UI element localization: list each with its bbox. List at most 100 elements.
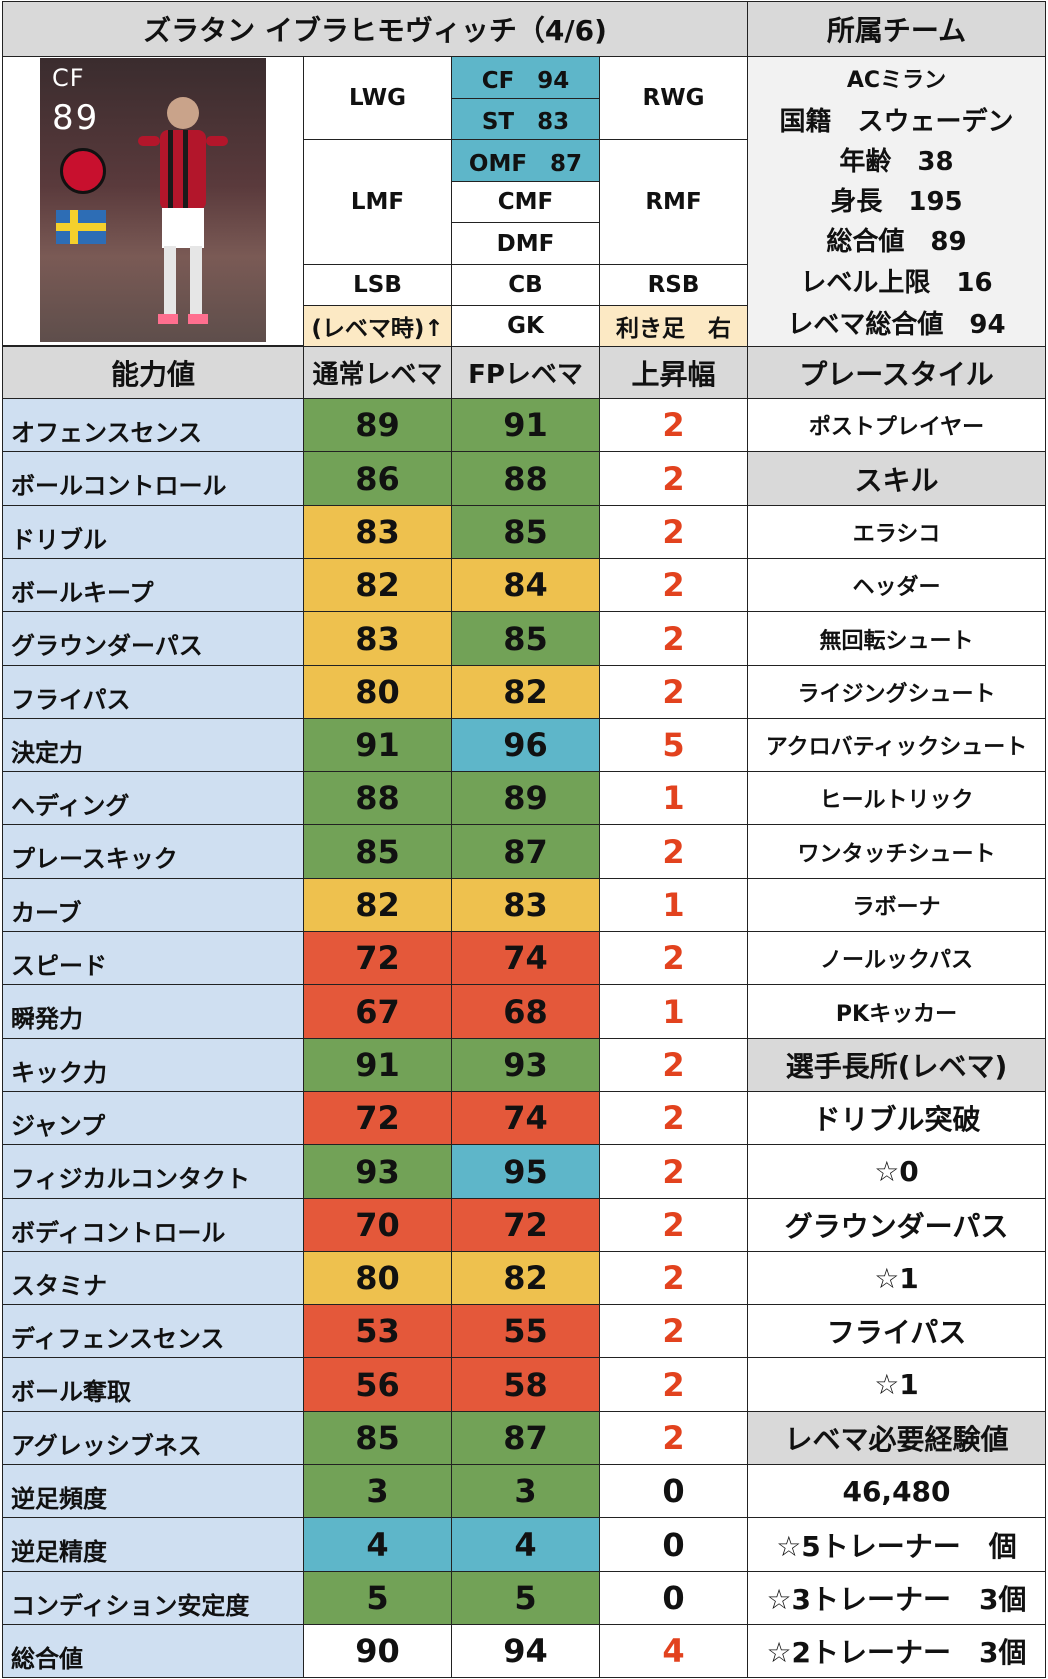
level-max-note: (レベマ時)↑ xyxy=(303,305,452,347)
right-column-entry: グラウンダーパス xyxy=(747,1198,1046,1252)
normal-header: 通常レベマ xyxy=(303,346,452,399)
stat-normal-value: 90 xyxy=(303,1624,452,1678)
increase-header: 上昇幅 xyxy=(599,346,748,399)
pos-rwg: RWG xyxy=(599,56,748,140)
stat-increase: 2 xyxy=(599,1198,748,1252)
right-column-entry: ☆2トレーナー 3個 xyxy=(747,1624,1046,1678)
stat-fp-value: 72 xyxy=(451,1198,600,1252)
stat-increase: 1 xyxy=(599,771,748,825)
club-crest-icon xyxy=(60,148,106,194)
right-column-entry: ☆1 xyxy=(747,1251,1046,1305)
stat-increase: 0 xyxy=(599,1464,748,1518)
stat-name: グラウンダーパス xyxy=(2,611,304,666)
right-column-entry: ポストプレイヤー xyxy=(747,398,1046,452)
stat-normal-value: 85 xyxy=(303,824,452,879)
stat-normal-value: 82 xyxy=(303,558,452,612)
right-column-entry: レベマ必要経験値 xyxy=(747,1411,1046,1465)
stat-normal-value: 93 xyxy=(303,1144,452,1199)
stat-fp-value: 84 xyxy=(451,558,600,612)
player-title: ズラタン イブラヒモヴィッチ（4/6) xyxy=(2,1,748,57)
stat-fp-value: 94 xyxy=(451,1624,600,1678)
stat-fp-value: 82 xyxy=(451,1251,600,1305)
stat-name: スピード xyxy=(2,931,304,985)
stat-increase: 1 xyxy=(599,878,748,932)
team-header: 所属チーム xyxy=(747,1,1046,57)
age: 年齢 38 xyxy=(839,146,954,177)
stat-normal-value: 80 xyxy=(303,1251,452,1305)
stat-name: カーブ xyxy=(2,878,304,932)
stat-name: 瞬発力 xyxy=(2,984,304,1039)
pos-lwg: LWG xyxy=(303,56,452,140)
right-column-entry: エラシコ xyxy=(747,505,1046,559)
right-column-entry: ワンタッチシュート xyxy=(747,824,1046,879)
fp-header: FPレベマ xyxy=(451,346,600,399)
stat-name: コンディション安定度 xyxy=(2,1571,304,1625)
pos-lmf: LMF xyxy=(303,139,452,265)
stat-name: アグレッシブネス xyxy=(2,1411,304,1465)
stat-fp-value: 58 xyxy=(451,1357,600,1412)
stat-name: オフェンスセンス xyxy=(2,398,304,452)
stat-name: フライパス xyxy=(2,665,304,719)
stat-name: スタミナ xyxy=(2,1251,304,1305)
right-column-entry: 46,480 xyxy=(747,1464,1046,1518)
stat-increase: 2 xyxy=(599,558,748,612)
stat-fp-value: 68 xyxy=(451,984,600,1039)
stat-name: 逆足頻度 xyxy=(2,1464,304,1518)
stat-increase: 2 xyxy=(599,665,748,719)
pos-dmf: DMF xyxy=(451,222,600,265)
stat-name: ボールコントロール xyxy=(2,451,304,506)
stat-name: 総合値 xyxy=(2,1624,304,1678)
right-column-entry: アクロバティックシュート xyxy=(747,718,1046,772)
stat-increase: 2 xyxy=(599,1411,748,1465)
stat-name: ヘディング xyxy=(2,771,304,825)
stat-fp-value: 88 xyxy=(451,451,600,506)
stat-increase: 2 xyxy=(599,1091,748,1145)
pos-lsb: LSB xyxy=(303,264,452,306)
stat-normal-value: 5 xyxy=(303,1571,452,1625)
right-column-entry: ☆5トレーナー 個 xyxy=(747,1517,1046,1572)
stat-normal-value: 3 xyxy=(303,1464,452,1518)
stat-name: フィジカルコンタクト xyxy=(2,1144,304,1199)
right-column-entry: PKキッカー xyxy=(747,984,1046,1039)
stat-normal-value: 85 xyxy=(303,1411,452,1465)
preferred-foot: 利き足 右 xyxy=(599,305,748,347)
level-cap: レベル上限 16 xyxy=(800,267,993,298)
right-column-entry: フライパス xyxy=(747,1304,1046,1358)
stat-name: ジャンプ xyxy=(2,1091,304,1145)
right-column-entry: ライジングシュート xyxy=(747,665,1046,719)
stat-normal-value: 83 xyxy=(303,505,452,559)
stat-fp-value: 74 xyxy=(451,1091,600,1145)
ability-header: 能力値 xyxy=(2,346,304,399)
stat-fp-value: 55 xyxy=(451,1304,600,1358)
stat-increase: 2 xyxy=(599,1251,748,1305)
stat-fp-value: 87 xyxy=(451,1411,600,1465)
right-column-entry: ☆0 xyxy=(747,1144,1046,1199)
stat-normal-value: 53 xyxy=(303,1304,452,1358)
right-column-entry: ☆1 xyxy=(747,1357,1046,1412)
sweden-flag-icon xyxy=(56,210,106,244)
pos-omf: OMF 87 xyxy=(451,139,600,182)
pos-st: ST 83 xyxy=(451,98,600,140)
stat-name: 決定力 xyxy=(2,718,304,772)
card-rating: 89 xyxy=(52,98,100,138)
stat-normal-value: 72 xyxy=(303,931,452,985)
right-column-entry: 無回転シュート xyxy=(747,611,1046,666)
stat-increase: 0 xyxy=(599,1571,748,1625)
stat-increase: 2 xyxy=(599,1144,748,1199)
stat-name: ボール奪取 xyxy=(2,1357,304,1412)
nationality: 国籍 スウェーデン xyxy=(779,106,1014,137)
stat-fp-value: 82 xyxy=(451,665,600,719)
stat-fp-value: 74 xyxy=(451,931,600,985)
stat-fp-value: 87 xyxy=(451,824,600,879)
pos-gk: GK xyxy=(451,305,600,347)
stat-fp-value: 85 xyxy=(451,505,600,559)
card-position: CF xyxy=(52,64,85,92)
stat-normal-value: 56 xyxy=(303,1357,452,1412)
stat-normal-value: 70 xyxy=(303,1198,452,1252)
right-column-entry: ドリブル突破 xyxy=(747,1091,1046,1145)
stat-name: プレースキック xyxy=(2,824,304,879)
stat-name: ボディコントロール xyxy=(2,1198,304,1252)
stat-normal-value: 86 xyxy=(303,451,452,506)
stat-fp-value: 95 xyxy=(451,1144,600,1199)
